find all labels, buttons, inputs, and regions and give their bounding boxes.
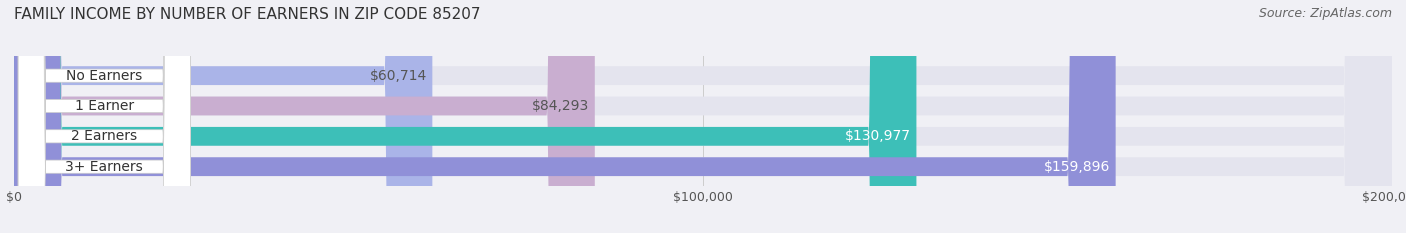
- Text: 3+ Earners: 3+ Earners: [66, 160, 143, 174]
- Text: No Earners: No Earners: [66, 69, 142, 83]
- Text: Source: ZipAtlas.com: Source: ZipAtlas.com: [1258, 7, 1392, 20]
- FancyBboxPatch shape: [14, 0, 917, 233]
- Text: FAMILY INCOME BY NUMBER OF EARNERS IN ZIP CODE 85207: FAMILY INCOME BY NUMBER OF EARNERS IN ZI…: [14, 7, 481, 22]
- FancyBboxPatch shape: [14, 0, 1392, 233]
- Text: $84,293: $84,293: [531, 99, 589, 113]
- FancyBboxPatch shape: [14, 0, 1392, 233]
- FancyBboxPatch shape: [18, 0, 190, 233]
- FancyBboxPatch shape: [14, 0, 1115, 233]
- FancyBboxPatch shape: [14, 0, 432, 233]
- Text: 2 Earners: 2 Earners: [72, 129, 138, 143]
- Text: $60,714: $60,714: [370, 69, 427, 83]
- Text: $159,896: $159,896: [1043, 160, 1111, 174]
- FancyBboxPatch shape: [18, 0, 190, 233]
- Text: 1 Earner: 1 Earner: [75, 99, 134, 113]
- FancyBboxPatch shape: [18, 0, 190, 233]
- Text: $130,977: $130,977: [845, 129, 911, 143]
- FancyBboxPatch shape: [14, 0, 1392, 233]
- FancyBboxPatch shape: [14, 0, 595, 233]
- FancyBboxPatch shape: [14, 0, 1392, 233]
- FancyBboxPatch shape: [18, 0, 190, 233]
